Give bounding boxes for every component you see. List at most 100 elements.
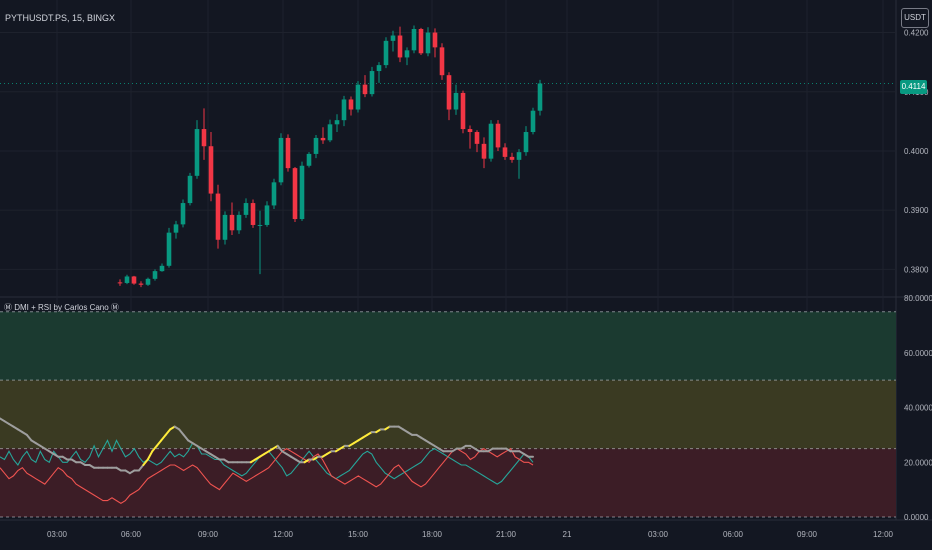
candle-body[interactable] <box>187 175 193 204</box>
upper-zone <box>0 311 896 381</box>
candle-body[interactable] <box>257 224 263 226</box>
rsi-line-segment <box>155 439 163 447</box>
candle-body[interactable] <box>530 110 536 133</box>
candle-body[interactable] <box>243 203 249 215</box>
candle-body[interactable] <box>355 84 361 110</box>
time-axis-label: 09:00 <box>797 530 818 539</box>
candle-body[interactable] <box>159 265 165 272</box>
price-axis-label: 0.4200 <box>904 29 929 38</box>
rsi-line-segment <box>178 428 185 436</box>
candle-body[interactable] <box>390 35 396 41</box>
candle-body[interactable] <box>334 120 340 125</box>
price-axis-label: 0.3900 <box>904 206 929 215</box>
candle-body[interactable] <box>229 214 235 231</box>
rsi-line-segment <box>142 458 149 466</box>
candle-body[interactable] <box>117 282 123 284</box>
candle-body[interactable] <box>208 146 214 194</box>
candle-body[interactable] <box>404 50 410 58</box>
indicator-axis-label: 80.0000 <box>904 294 932 303</box>
candle-body[interactable] <box>488 123 494 159</box>
currency-button[interactable]: USDT <box>901 8 929 28</box>
indicator-level-lines <box>0 311 896 518</box>
indicator-axis-label: 60.0000 <box>904 349 932 358</box>
candle-body[interactable] <box>432 32 438 48</box>
candle-body[interactable] <box>348 99 354 110</box>
candle-body[interactable] <box>369 71 375 95</box>
candle-body[interactable] <box>327 124 333 141</box>
candle-body[interactable] <box>523 132 529 153</box>
candle-body[interactable] <box>460 92 466 130</box>
candle-body[interactable] <box>439 47 445 76</box>
time-axis-label: 06:00 <box>121 530 142 539</box>
candle-body[interactable] <box>425 32 431 54</box>
indicator-zones <box>0 311 896 517</box>
rsi-line-segment <box>160 433 167 442</box>
candle-body[interactable] <box>145 278 151 285</box>
candle-body[interactable] <box>285 137 291 169</box>
minus-di-line[interactable] <box>0 447 534 504</box>
candle-body[interactable] <box>173 224 179 233</box>
price-axis-label: 0.3800 <box>904 265 929 274</box>
candle-body[interactable] <box>481 143 487 159</box>
symbol-title: PYTHUSDT.PS, 15, BINGX <box>5 13 116 23</box>
rsi-line-segment <box>182 433 190 442</box>
candle-body[interactable] <box>362 84 368 95</box>
time-axis-label: 03:00 <box>47 530 68 539</box>
candle-body[interactable] <box>264 205 270 225</box>
candle-body[interactable] <box>215 193 221 240</box>
candle-body[interactable] <box>222 214 228 240</box>
candle-body[interactable] <box>201 129 207 147</box>
candle-body[interactable] <box>138 283 144 285</box>
rsi-line-segment <box>276 444 284 453</box>
price-candles[interactable] <box>117 25 543 288</box>
candle-body[interactable] <box>516 152 522 160</box>
candle-body[interactable] <box>453 92 459 110</box>
candle-body[interactable] <box>299 165 305 220</box>
candle-body[interactable] <box>306 153 312 166</box>
candle-body[interactable] <box>236 214 242 231</box>
candle-body[interactable] <box>131 276 137 284</box>
candle-body[interactable] <box>474 132 480 144</box>
time-axis-label: 06:00 <box>723 530 744 539</box>
candle-body[interactable] <box>509 156 515 160</box>
time-axis-label: 12:00 <box>273 530 294 539</box>
price-axis-label: 0.4000 <box>904 147 929 156</box>
candle-body[interactable] <box>180 203 186 225</box>
last-price-label: 0.4114 <box>900 80 927 94</box>
candle-body[interactable] <box>278 137 284 183</box>
time-axis-label: 21:00 <box>496 530 517 539</box>
candle-body[interactable] <box>537 83 543 111</box>
candle-body[interactable] <box>383 40 389 66</box>
indicator-axis-label: 20.0000 <box>904 458 932 467</box>
indicator-lines[interactable] <box>0 417 534 504</box>
candle-body[interactable] <box>418 29 424 54</box>
candle-body[interactable] <box>152 271 158 279</box>
candle-body[interactable] <box>313 137 319 154</box>
candle-body[interactable] <box>397 35 403 58</box>
indicator-axis-label: 40.0000 <box>904 404 932 413</box>
candle-body[interactable] <box>467 129 473 133</box>
candle-body[interactable] <box>124 276 130 283</box>
candle-body[interactable] <box>271 182 277 206</box>
time-axis-label: 03:00 <box>648 530 669 539</box>
candle-body[interactable] <box>250 203 256 225</box>
candle-body[interactable] <box>502 147 508 157</box>
candle-body[interactable] <box>495 123 501 148</box>
time-axis-label: 12:00 <box>873 530 894 539</box>
indicator-title: Ⓜ DMI + RSI by Carlos Cano Ⓜ <box>4 303 119 312</box>
candle-body[interactable] <box>166 232 172 266</box>
candle-body[interactable] <box>446 75 452 110</box>
candle-body[interactable] <box>411 29 417 51</box>
rsi-line-segment <box>164 428 172 436</box>
rsi-line-segment <box>25 433 33 442</box>
candle-body[interactable] <box>341 99 347 121</box>
lower-zone <box>0 448 896 517</box>
candle-body[interactable] <box>320 137 326 141</box>
candle-body[interactable] <box>292 168 298 220</box>
candle-body[interactable] <box>194 129 200 176</box>
rsi-line-segment <box>137 463 145 472</box>
time-axis-label: 09:00 <box>198 530 219 539</box>
candle-body[interactable] <box>376 65 382 72</box>
rsi-line-segment <box>146 450 154 461</box>
